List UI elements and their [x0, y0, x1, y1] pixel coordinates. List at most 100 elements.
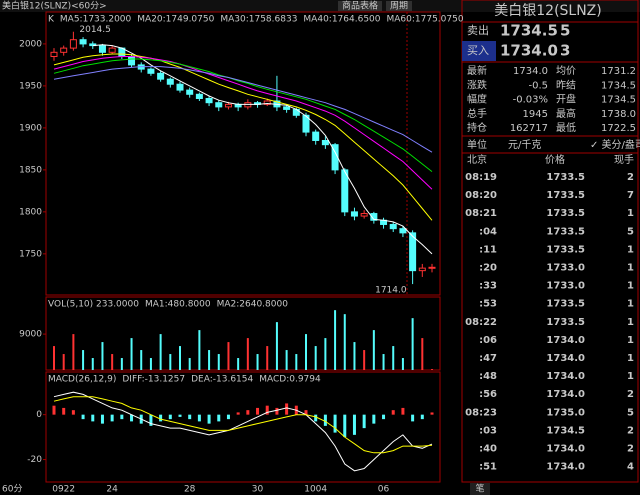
volume-bar: [62, 354, 65, 370]
tick-volume: 2: [627, 444, 634, 455]
volume-bar: [372, 330, 375, 370]
macd-bar: [430, 412, 434, 415]
stat-label: 最高: [556, 107, 576, 120]
legend-entry: K: [48, 15, 55, 25]
x-tick-label: 1004: [304, 485, 327, 495]
tick-volume: 1: [627, 281, 634, 292]
y-tick-label: -20: [27, 455, 42, 465]
unit-option: ✓ 美分/盎司: [590, 138, 640, 151]
macd-bar: [207, 414, 211, 424]
volume-bar: [305, 334, 307, 370]
macd-bar: [420, 414, 424, 420]
y-tick-label: 1950: [19, 81, 42, 91]
ask-label: 卖出: [467, 23, 489, 37]
tick-header: 现手: [614, 153, 634, 166]
button-bg[interactable]: [338, 1, 382, 11]
macd-bar: [314, 414, 318, 422]
candle-body: [166, 78, 174, 85]
button[interactable]: 周期: [390, 1, 408, 12]
macd-bar: [382, 414, 386, 420]
candle-body: [312, 131, 320, 141]
tick-price: 1733.5: [546, 226, 585, 237]
candle-body: [205, 97, 213, 104]
volume-bar: [140, 350, 143, 370]
x-tick-label: 06: [378, 485, 390, 495]
tick-price: 1733.5: [546, 244, 585, 255]
candle-body: [157, 72, 165, 80]
tick-time: :40: [479, 444, 497, 455]
tick-price: 1734.5: [546, 425, 585, 436]
candle-body: [350, 211, 358, 217]
candle-body: [128, 56, 136, 66]
volume-bar: [149, 358, 152, 370]
candle-body: [302, 114, 310, 133]
indicator-line: [92, 44, 433, 255]
stat-value: -0.03%: [513, 95, 548, 106]
candle-body: [428, 266, 436, 269]
candle-body: [418, 267, 426, 272]
top-bar: [0, 0, 640, 12]
footer-tab-label: 笔: [475, 483, 484, 495]
annotation: 2014.5: [79, 25, 111, 35]
tick-volume: 1: [627, 317, 634, 328]
candle-body: [389, 223, 397, 230]
volume-bar: [275, 322, 278, 370]
macd-bar: [362, 414, 366, 429]
macd-bar: [217, 414, 221, 422]
tick-price: 1734.0: [546, 444, 585, 455]
candle-body: [147, 68, 155, 74]
button[interactable]: 商品表格: [342, 0, 378, 12]
volume-bar: [159, 334, 162, 370]
stat-label: 幅度: [467, 93, 487, 106]
tick-header: 价格: [545, 153, 565, 166]
candle-body: [60, 47, 68, 53]
legend-entry: VOL(5,10) 233.0000: [48, 300, 139, 310]
unit-option: 元/千克: [508, 139, 541, 151]
y-tick-label: 0: [36, 410, 42, 420]
candle-body: [79, 39, 87, 45]
y-tick-label: 1750: [19, 249, 42, 259]
tick-volume: 7: [627, 190, 634, 201]
tick-price: 1733.5: [546, 208, 585, 219]
macd-bar: [149, 414, 153, 426]
volume-bar: [411, 318, 414, 370]
bid-size: 3: [560, 42, 570, 60]
tick-time: 08:22: [465, 317, 497, 328]
quote-title: 美白银12(SLNZ): [494, 3, 602, 19]
tick-price: 1733.5: [546, 190, 585, 201]
candle-body: [370, 213, 378, 221]
candle-body: [360, 213, 368, 217]
quote-frame: [461, 0, 639, 483]
indicator-line: [53, 53, 433, 221]
volume-bar: [431, 369, 433, 370]
volume-bar: [179, 346, 181, 370]
tick-time: :53: [479, 299, 497, 310]
button-bg[interactable]: [386, 1, 412, 11]
macd-bar: [188, 414, 192, 420]
tick-time: :56: [479, 389, 497, 400]
y-tick-label: 1900: [19, 123, 42, 133]
period-label: 60分: [2, 484, 22, 495]
macd-bar: [159, 414, 163, 422]
candle-body: [69, 39, 77, 49]
tick-volume: 1: [627, 263, 634, 274]
tick-volume: 1: [627, 299, 634, 310]
volume-frame: [45, 296, 441, 371]
volume-bar: [334, 310, 337, 370]
candle-body: [224, 103, 232, 108]
volume-bar: [246, 338, 249, 370]
footer-tab[interactable]: [470, 483, 490, 495]
candle-body: [283, 106, 291, 110]
tick-time: 08:20: [465, 190, 497, 201]
candle-body: [321, 139, 329, 146]
tick-time: 08:19: [465, 172, 497, 183]
bid-highlight: [462, 41, 496, 61]
indicator-line: [53, 58, 433, 172]
volume-bar: [53, 346, 55, 370]
macd-bar: [285, 403, 289, 415]
stat-label: 昨结: [556, 78, 576, 91]
indicator-line: [53, 56, 433, 190]
macd-bar: [265, 405, 269, 415]
macd-bar: [246, 410, 250, 415]
candle-body: [263, 100, 271, 105]
